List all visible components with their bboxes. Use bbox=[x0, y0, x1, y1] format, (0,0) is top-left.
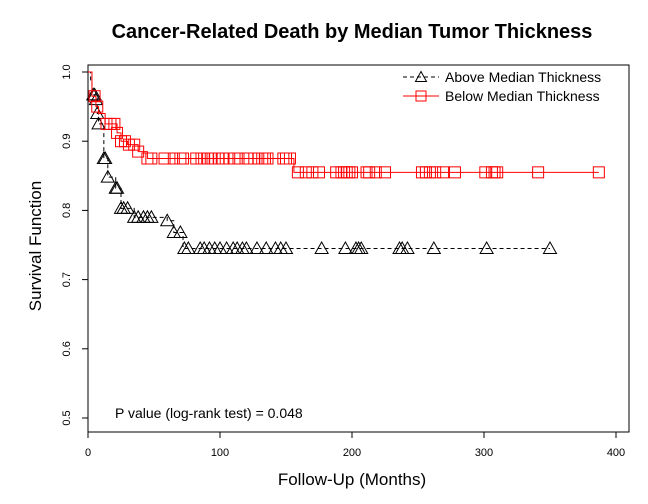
censor-marker bbox=[363, 166, 376, 179]
censor-marker bbox=[306, 166, 319, 179]
censor-marker bbox=[291, 166, 304, 179]
censor-marker bbox=[118, 135, 131, 148]
y-tick-label: 0.9 bbox=[61, 134, 73, 149]
censor-marker bbox=[132, 145, 145, 158]
censor-marker bbox=[353, 240, 369, 254]
censor-marker bbox=[144, 209, 159, 223]
y-tick-label: 0.7 bbox=[61, 272, 73, 287]
y-tick-label: 0.8 bbox=[61, 203, 73, 218]
censor-marker bbox=[232, 152, 245, 165]
censor-marker bbox=[87, 87, 102, 101]
censor-marker bbox=[109, 180, 125, 194]
censor-marker bbox=[479, 240, 494, 254]
censor-marker bbox=[91, 116, 106, 130]
y-tick-label: 0.5 bbox=[61, 410, 73, 425]
censor-marker bbox=[128, 138, 141, 151]
censor-marker bbox=[429, 166, 442, 179]
censor-marker bbox=[167, 152, 180, 165]
censor-marker bbox=[108, 117, 121, 130]
censor-marker bbox=[177, 152, 190, 165]
y-axis-label: Survival Function bbox=[26, 181, 45, 311]
censor-marker bbox=[491, 166, 504, 179]
legend: Above Median Thickness Below Median Thic… bbox=[403, 69, 601, 104]
p-value-annotation: P value (log-rank test) = 0.048 bbox=[115, 405, 303, 421]
censor-marker bbox=[400, 240, 415, 254]
censor-marker bbox=[111, 126, 124, 139]
x-axis: 0 100 200 300 400 bbox=[85, 432, 625, 459]
x-axis-label: Follow-Up (Months) bbox=[278, 470, 426, 489]
censor-marker bbox=[88, 90, 101, 103]
censor-marker bbox=[258, 240, 274, 254]
censor-marker bbox=[532, 166, 545, 179]
series-layer bbox=[85, 71, 605, 254]
censor-marker bbox=[479, 166, 492, 179]
censor-marker bbox=[91, 100, 104, 113]
censor-marker bbox=[448, 166, 461, 179]
x-tick-label: 200 bbox=[343, 447, 361, 459]
censor-marker bbox=[173, 225, 188, 239]
censor-marker bbox=[592, 166, 605, 179]
legend-label-below: Below Median Thickness bbox=[445, 88, 600, 104]
legend-item-above: Above Median Thickness bbox=[403, 69, 601, 85]
censor-marker bbox=[313, 166, 325, 179]
censor-marker bbox=[159, 213, 175, 227]
y-tick-label: 1.0 bbox=[61, 64, 73, 79]
censor-marker bbox=[239, 240, 254, 254]
legend-triangle-marker bbox=[414, 70, 428, 82]
x-tick-label: 400 bbox=[607, 447, 625, 459]
series-below-median bbox=[88, 71, 605, 179]
censor-marker bbox=[158, 152, 171, 165]
censor-marker bbox=[338, 240, 353, 254]
censor-marker bbox=[379, 166, 391, 179]
censor-marker bbox=[249, 240, 265, 254]
series-above-median bbox=[85, 71, 558, 254]
plot-area bbox=[87, 64, 630, 433]
x-tick-label: 0 bbox=[85, 447, 91, 459]
censor-marker bbox=[542, 240, 558, 254]
x-tick-label: 300 bbox=[475, 447, 493, 459]
censor-marker bbox=[89, 106, 105, 120]
censor-marker bbox=[120, 200, 135, 214]
censor-marker bbox=[100, 169, 116, 183]
censor-marker bbox=[437, 166, 450, 179]
censor-marker bbox=[299, 166, 312, 179]
chart-title: Cancer-Related Death by Median Tumor Thi… bbox=[112, 21, 593, 43]
x-tick-label: 100 bbox=[211, 447, 229, 459]
censor-marker bbox=[261, 152, 274, 165]
legend-item-below: Below Median Thickness bbox=[403, 88, 600, 104]
censor-marker bbox=[145, 152, 158, 165]
censor-marker bbox=[278, 240, 294, 254]
censor-marker bbox=[283, 152, 296, 165]
legend-label-above: Above Median Thickness bbox=[445, 69, 601, 85]
censor-marker bbox=[351, 240, 366, 254]
y-axis: 0.5 0.6 0.7 0.8 0.9 1.0 bbox=[61, 64, 88, 426]
censor-marker bbox=[426, 240, 442, 254]
censor-marker bbox=[180, 240, 196, 254]
censor-marker bbox=[346, 166, 358, 179]
censor-marker bbox=[97, 150, 113, 164]
y-tick-label: 0.6 bbox=[61, 341, 73, 356]
legend-square-marker bbox=[415, 90, 427, 102]
censor-marker bbox=[314, 240, 329, 254]
censor-marker bbox=[216, 152, 229, 165]
censor-marker bbox=[369, 166, 382, 179]
